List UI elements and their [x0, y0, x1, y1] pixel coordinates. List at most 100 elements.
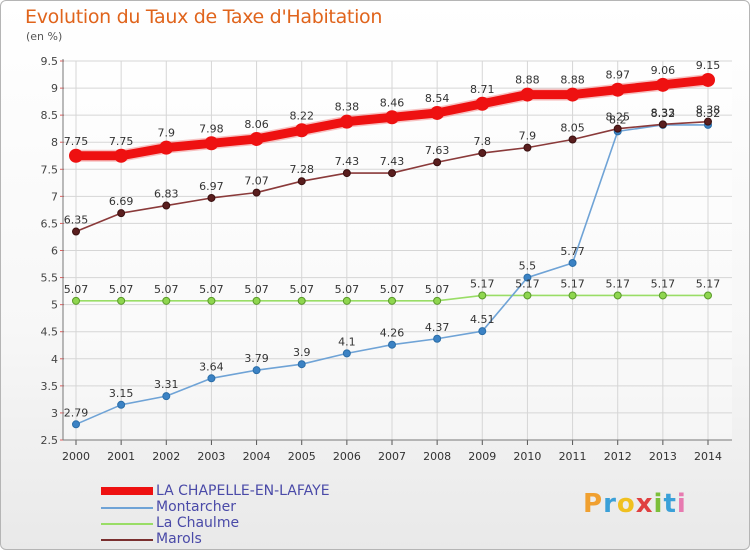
x-tick-label: 2007: [378, 450, 406, 463]
data-point: [252, 296, 261, 305]
data-point: [385, 110, 399, 125]
data-label: 7.75: [109, 135, 134, 148]
x-tick-label: 2000: [62, 450, 90, 463]
legend-label: Marols: [156, 531, 202, 547]
chart-title: Evolution du Taux de Taxe d'Habitation: [25, 6, 383, 28]
data-point: [72, 227, 80, 236]
data-label: 5.17: [560, 277, 585, 290]
y-tick-label: 3.5: [41, 380, 59, 393]
data-point: [342, 296, 351, 305]
data-point: [478, 291, 487, 300]
data-label: 6.35: [64, 214, 89, 227]
y-tick-label: 9.5: [41, 55, 59, 68]
data-label: 5.07: [244, 283, 269, 296]
data-label: 3.79: [244, 352, 269, 365]
y-tick-label: 4: [51, 353, 58, 366]
y-tick-label: 8: [51, 136, 58, 149]
data-label: 8.05: [560, 122, 585, 135]
legend-swatch: [101, 523, 153, 525]
x-tick-label: 2002: [152, 450, 180, 463]
x-tick-label: 2013: [649, 450, 677, 463]
data-label: 4.26: [380, 327, 405, 340]
data-point: [207, 193, 216, 202]
data-point: [388, 169, 396, 178]
data-point: [613, 124, 622, 133]
y-tick-label: 6: [51, 245, 58, 258]
data-label: 2.79: [64, 406, 89, 419]
data-point: [433, 334, 442, 343]
data-label: 8.54: [425, 92, 450, 105]
data-label: 5.77: [560, 245, 585, 258]
legend-swatch: [101, 507, 153, 509]
data-label: 5.07: [154, 283, 179, 296]
data-label: 7.8: [474, 135, 492, 148]
data-label: 5.07: [199, 283, 224, 296]
data-label: 5.17: [651, 277, 676, 290]
data-point: [339, 114, 354, 129]
data-point: [658, 120, 667, 129]
data-point: [523, 291, 532, 300]
data-point: [520, 87, 535, 102]
x-tick-label: 2009: [468, 450, 496, 463]
data-point: [342, 349, 351, 358]
data-point: [297, 177, 306, 186]
data-label: 5.07: [289, 283, 314, 296]
data-point: [388, 296, 396, 305]
data-label: 5.17: [470, 277, 495, 290]
data-point: [704, 117, 712, 126]
legend-swatch: [101, 539, 153, 541]
data-label: 6.69: [109, 195, 134, 208]
data-point: [117, 209, 126, 218]
data-point: [342, 169, 351, 178]
x-tick-label: 2003: [197, 450, 225, 463]
data-point: [478, 149, 487, 158]
data-label: 8.46: [380, 96, 405, 109]
data-point: [252, 366, 261, 375]
data-label: 6.97: [199, 180, 224, 193]
data-point: [117, 296, 126, 305]
y-tick-label: 7: [51, 190, 58, 203]
data-label: 3.64: [199, 360, 224, 373]
data-label: 5.07: [109, 283, 134, 296]
data-point: [701, 72, 715, 87]
data-label: 8.32: [696, 107, 721, 120]
data-point: [72, 296, 80, 305]
data-label: 8.38: [696, 104, 721, 117]
data-point: [117, 400, 126, 409]
y-tick-label: 2.5: [41, 434, 59, 447]
y-tick-label: 8.5: [41, 109, 59, 122]
data-point: [249, 131, 264, 146]
data-label: 8.71: [470, 83, 495, 96]
x-tick-label: 2014: [694, 450, 722, 463]
data-label: 7.75: [64, 135, 89, 148]
legend-swatch: [101, 487, 153, 495]
data-label: 8.06: [244, 118, 269, 131]
data-label: 8.33: [651, 106, 676, 119]
data-label: 5.5: [519, 260, 537, 273]
data-label: 8.38: [335, 101, 360, 114]
legend-label: Montarcher: [156, 499, 236, 515]
data-label: 9.15: [696, 59, 721, 72]
data-point: [204, 136, 219, 151]
x-tick-label: 2006: [333, 450, 361, 463]
data-point: [568, 291, 577, 300]
y-tick-label: 5.5: [41, 272, 59, 285]
data-label: 6.83: [154, 188, 179, 201]
y-tick-label: 4.5: [41, 326, 59, 339]
x-tick-label: 2001: [107, 450, 135, 463]
data-point: [433, 296, 442, 305]
data-label: 5.07: [425, 283, 450, 296]
data-label: 9.06: [651, 64, 676, 77]
data-label: 8.88: [515, 74, 540, 87]
data-label: 7.98: [199, 122, 224, 135]
data-point: [430, 105, 445, 120]
data-label: 3.15: [109, 387, 134, 400]
data-label: 4.51: [470, 313, 495, 326]
data-label: 7.28: [289, 163, 314, 176]
data-label: 7.63: [425, 144, 450, 157]
data-label: 4.1: [338, 335, 356, 348]
data-label: 7.9: [158, 127, 176, 140]
data-point: [655, 77, 670, 92]
x-tick-label: 2008: [423, 450, 451, 463]
